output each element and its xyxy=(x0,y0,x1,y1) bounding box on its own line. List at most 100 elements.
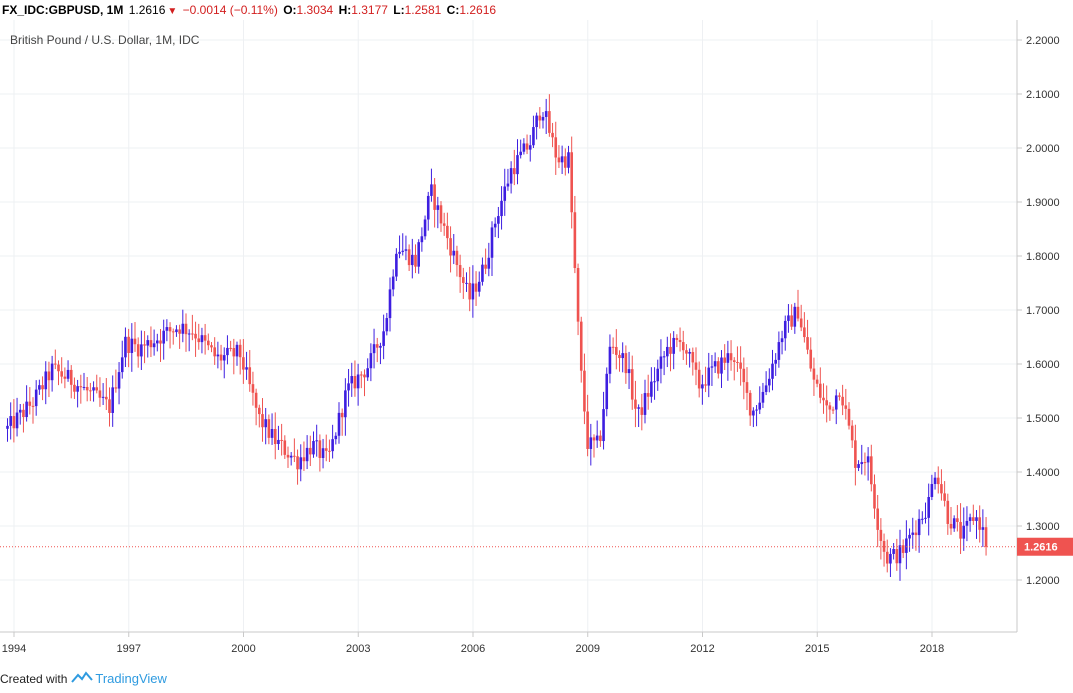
candle-body xyxy=(280,439,283,441)
candle xyxy=(879,518,883,560)
candle-body xyxy=(691,352,695,363)
candle-body xyxy=(850,425,854,441)
time-tick-label: 2015 xyxy=(805,643,829,655)
tradingview-brand[interactable]: TradingView xyxy=(95,671,167,686)
price-tick-label: 1.5000 xyxy=(1026,413,1060,425)
candle-body xyxy=(484,264,487,269)
candle-body xyxy=(866,456,870,463)
candle xyxy=(615,329,618,370)
candle-body xyxy=(841,396,844,406)
candle xyxy=(452,233,456,265)
candle xyxy=(509,161,513,194)
candle xyxy=(819,367,822,404)
candle-body xyxy=(350,376,354,384)
candle xyxy=(474,271,478,306)
candle xyxy=(579,316,583,383)
candle-body xyxy=(149,340,153,348)
candle xyxy=(694,347,698,386)
footer: Created with TradingView xyxy=(0,666,400,692)
candle xyxy=(388,277,392,332)
candle-body xyxy=(404,249,408,251)
last-price-badge-text: 1.2616 xyxy=(1024,542,1058,554)
candle-body xyxy=(885,551,889,564)
candle xyxy=(500,186,503,230)
candle xyxy=(959,503,962,554)
candle xyxy=(688,348,691,368)
candle-body xyxy=(506,183,510,187)
candle xyxy=(573,195,577,274)
candle-body xyxy=(815,379,819,384)
candle xyxy=(691,347,695,376)
candle-body xyxy=(528,145,532,150)
candle xyxy=(873,474,876,519)
candle-body xyxy=(592,437,596,441)
candle-body xyxy=(331,439,334,452)
candle-body xyxy=(634,399,637,409)
candle-body xyxy=(968,517,972,521)
candle-body xyxy=(500,200,503,217)
candle xyxy=(178,324,181,349)
candle-body xyxy=(732,360,736,362)
candle-body xyxy=(564,156,567,168)
low-value: 1.2581 xyxy=(404,3,442,17)
candle xyxy=(576,263,580,336)
candle xyxy=(541,112,545,129)
candle xyxy=(143,331,146,364)
candle-body xyxy=(477,281,481,292)
candle xyxy=(404,235,408,261)
symbol-label[interactable]: FX_IDC:GBPUSD, 1M xyxy=(2,3,124,17)
candle-body xyxy=(439,205,443,224)
candle-body xyxy=(369,353,373,369)
candle xyxy=(860,444,864,475)
candle xyxy=(379,342,382,365)
candle-body xyxy=(31,405,35,407)
candle xyxy=(522,138,526,155)
candle-body xyxy=(933,477,937,485)
candle xyxy=(876,494,879,548)
candle xyxy=(108,387,111,427)
candle xyxy=(831,406,835,414)
candle-body xyxy=(548,111,551,133)
candle xyxy=(838,392,841,401)
candle-body xyxy=(720,357,723,374)
candle-body xyxy=(385,318,389,332)
candle-body xyxy=(697,369,701,389)
price-chart[interactable]: 2.2000 2.1000 2.0000 1.9000 1.8000 1.7000 1.60… xyxy=(0,20,1073,666)
time-axis[interactable]: 1994 1997 2000 2003 2006 2009 2012 2015 2018 xyxy=(2,632,944,655)
price-axis[interactable]: 2.2000 2.1000 2.0000 1.9000 1.8000 1.7000 1.60… xyxy=(1017,35,1060,587)
candle-body xyxy=(675,337,679,340)
candle-body xyxy=(417,242,420,267)
candle-body xyxy=(222,355,226,361)
candle-body xyxy=(509,168,513,184)
candle xyxy=(672,331,675,370)
candle-body xyxy=(694,362,698,370)
candle-body xyxy=(490,227,494,258)
candle xyxy=(535,112,538,140)
last-price-badge-bg xyxy=(1017,537,1073,556)
candle-body xyxy=(213,347,216,357)
candle-body xyxy=(334,435,338,440)
candle xyxy=(592,434,596,458)
candle xyxy=(353,360,357,397)
candle xyxy=(752,407,755,428)
candle xyxy=(551,122,554,148)
candle-body xyxy=(790,315,793,327)
candle-body xyxy=(783,320,787,339)
candle-body xyxy=(662,356,666,358)
candle-body xyxy=(152,343,156,348)
candle-body xyxy=(707,367,711,386)
candle xyxy=(423,215,427,240)
candle-body xyxy=(105,396,108,400)
candle-body xyxy=(803,327,806,338)
candle-body xyxy=(156,340,159,344)
candle-body xyxy=(165,327,169,331)
candle-body xyxy=(640,407,644,415)
candle-body xyxy=(270,428,274,438)
candle xyxy=(506,168,510,191)
candle xyxy=(149,326,153,358)
candle xyxy=(337,402,341,444)
candle xyxy=(742,357,746,400)
candle xyxy=(465,272,468,292)
candle xyxy=(905,520,908,570)
candle xyxy=(758,386,762,415)
